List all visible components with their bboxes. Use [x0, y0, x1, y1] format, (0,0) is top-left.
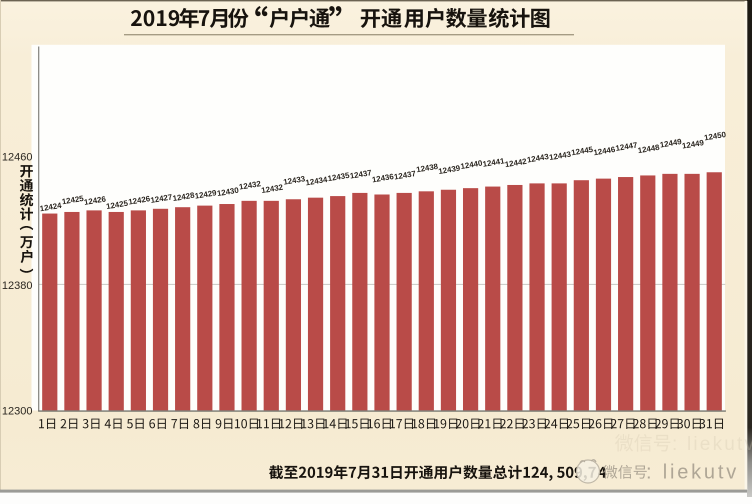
svg-text:12437: 12437 [393, 169, 417, 182]
svg-text:12432: 12432 [261, 183, 285, 196]
svg-text:12442: 12442 [504, 157, 528, 170]
svg-text:: liekutv: : liekutv [672, 434, 752, 455]
svg-text:12425: 12425 [61, 194, 85, 207]
svg-text:12443: 12443 [526, 152, 550, 165]
svg-text:12300: 12300 [2, 406, 33, 418]
svg-text:12426: 12426 [128, 194, 152, 207]
svg-text:12449: 12449 [681, 138, 705, 151]
svg-text:12440: 12440 [460, 158, 484, 171]
svg-text:12424: 12424 [39, 201, 63, 214]
svg-text:12437: 12437 [349, 168, 373, 181]
svg-text:12449: 12449 [659, 137, 683, 150]
svg-text:12439: 12439 [438, 163, 462, 176]
svg-text:12436: 12436 [371, 172, 395, 185]
svg-text:12430: 12430 [216, 186, 240, 199]
svg-text:12448: 12448 [637, 143, 661, 156]
svg-text:12443: 12443 [548, 150, 572, 163]
svg-text:12446: 12446 [593, 145, 617, 158]
svg-text:12426: 12426 [83, 194, 107, 207]
svg-text:12460: 12460 [2, 152, 33, 164]
svg-text:12450: 12450 [703, 130, 727, 143]
svg-text:12433: 12433 [283, 174, 307, 187]
svg-text:12380: 12380 [2, 280, 33, 292]
svg-text:12447: 12447 [615, 140, 639, 153]
svg-text:12434: 12434 [305, 175, 329, 188]
svg-text:12432: 12432 [238, 179, 262, 192]
svg-text:12441: 12441 [482, 156, 506, 169]
svg-text:12427: 12427 [150, 192, 174, 205]
svg-text:12438: 12438 [416, 162, 440, 175]
svg-text:12429: 12429 [194, 188, 218, 201]
svg-text:: liekutv: : liekutv [646, 462, 739, 484]
svg-text:12428: 12428 [172, 191, 196, 204]
svg-text:12425: 12425 [105, 199, 129, 212]
svg-text:12445: 12445 [571, 145, 595, 158]
svg-text:12435: 12435 [327, 171, 351, 184]
